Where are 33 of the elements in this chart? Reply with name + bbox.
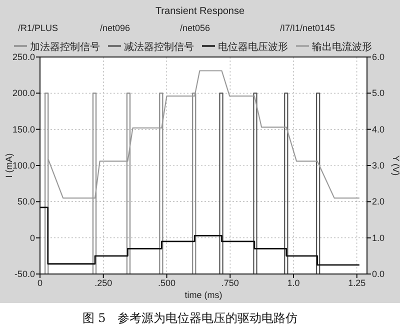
x-tick-label: 0 (37, 278, 43, 288)
y2-tick-label: 0.0 (372, 269, 385, 279)
text: /net096 (100, 23, 130, 33)
y2-tick-label: 6.0 (372, 52, 385, 62)
x-tick-label: .750 (221, 278, 239, 288)
y2-tick-label: 1.0 (372, 232, 385, 243)
legend-label: 减法器控制信号 (124, 41, 194, 53)
x-tick-label: .250 (94, 278, 112, 288)
y2-tick-label: 3.0 (372, 160, 385, 170)
y2-tick-label: 4.0 (372, 124, 385, 134)
legend-label: 输出电流波形 (312, 41, 372, 53)
caption: 图 5 参考源为电位器电压的驱动电路仿 (82, 311, 298, 325)
x-axis-title: time (ms) (184, 290, 222, 300)
chart-title: Transient Response (155, 6, 245, 17)
y-tick-label: 150.0 (12, 124, 35, 134)
x-tick-label: 1.25 (348, 278, 366, 288)
y-axis-title: I (mA) (4, 153, 14, 178)
y-tick-label: 100.0 (12, 160, 35, 170)
x-tick-label: 1.0 (287, 278, 300, 288)
y-tick-label: 200.0 (12, 88, 35, 98)
y-tick-label: 0 (30, 232, 35, 243)
y2-tick-label: 5.0 (372, 88, 385, 98)
x-tick-label: .500 (158, 278, 176, 288)
y-tick-label: 50.0 (17, 196, 35, 207)
y2-axis-title: Y (V) (391, 155, 400, 176)
y-tick-label: -50.0 (14, 269, 35, 279)
text: /R1/PLUS (18, 23, 58, 33)
y2-tick-label: 2.0 (372, 196, 385, 207)
y-tick-label: 250.0 (12, 52, 35, 62)
legend-label: 电位器电压波形 (218, 41, 288, 53)
text: /net056 (180, 23, 210, 33)
text: /I7/I1/net0145 (280, 23, 336, 33)
legend-label: 加法器控制信号 (30, 41, 100, 53)
